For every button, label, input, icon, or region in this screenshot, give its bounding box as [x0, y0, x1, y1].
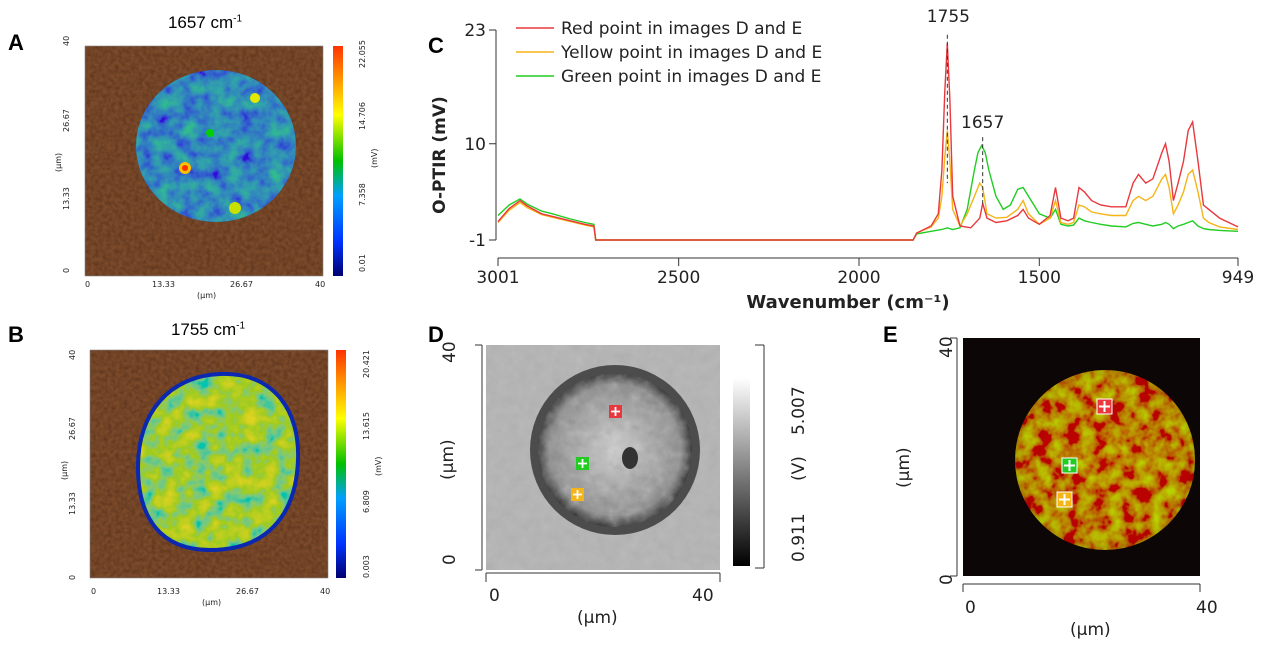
- panel-b-ytick: 40: [68, 349, 77, 360]
- panel-d-ytick: 40: [440, 341, 460, 363]
- green-point-marker: [1061, 457, 1078, 474]
- panel-a-xtick: 13.33: [152, 280, 175, 289]
- x-tick-label: 2000: [837, 268, 880, 288]
- x-tick-label: 1500: [1018, 268, 1061, 288]
- panel-d-image: [475, 344, 765, 582]
- panel-e-xunit: (µm): [1070, 620, 1111, 640]
- panel-b-xtick: 0: [91, 587, 97, 596]
- panel-b-cbar-tick: 20.421: [362, 350, 371, 378]
- x-axis-label: Wavenumber (cm⁻¹): [746, 292, 949, 313]
- panel-e-xtick: 0: [965, 598, 976, 618]
- panel-b-cell: [138, 373, 299, 551]
- panel-b-title-main: 1755 cm: [170, 320, 237, 339]
- red-point-marker: [609, 405, 622, 418]
- yellow-point-marker: [571, 488, 584, 501]
- panel-b-map: [89, 349, 346, 579]
- panel-e-ytick: 0: [937, 574, 957, 585]
- panel-e-letter: E: [883, 322, 898, 347]
- panel-b-ytick: 13.33: [68, 492, 77, 515]
- panel-d-ytick: 0: [440, 554, 460, 565]
- panel-a-xtick: 40: [315, 280, 326, 289]
- panel-d-cbar-max: 5.007: [789, 386, 809, 435]
- panel-d-cbar-min: 0.911: [789, 513, 809, 562]
- panel-e-xtick: 40: [1196, 598, 1218, 618]
- annotation-label: 1755: [927, 7, 970, 27]
- panel-a-yunit: (µm): [54, 152, 63, 172]
- yellow-point-marker: [1056, 491, 1073, 508]
- y-tick-label: -1: [469, 231, 486, 251]
- panel-e-yunit: (µm): [894, 447, 914, 488]
- panel-b-ytick: 26.67: [68, 417, 77, 440]
- panel-b-cbar-unit: (mV): [374, 456, 383, 476]
- legend-label: Yellow point in images D and E: [560, 43, 822, 63]
- panel-e-image: [950, 337, 1201, 592]
- panel-b-cbar-tick: 0.003: [362, 555, 371, 578]
- panel-a-cbar-tick: 22.055: [358, 40, 367, 68]
- panel-b-cbar-tick: 6.809: [362, 490, 371, 513]
- panel-d-xunit: (µm): [577, 608, 618, 628]
- panel-e-ytick: 40: [937, 336, 957, 358]
- panel-b-title: 1755 cm-1: [108, 320, 308, 340]
- legend-label: Red point in images D and E: [561, 19, 802, 39]
- panel-a-title-main: 1657 cm: [167, 13, 234, 32]
- panel-a-title: 1657 cm-1: [105, 13, 305, 33]
- panel-a-xtick: 26.67: [230, 280, 253, 289]
- x-tick-label: 3001: [476, 268, 519, 288]
- spectrum-chart: 1755 1657 23 10 -1 3001 2500 2000 1500 949 Wavenu…: [430, 7, 1254, 313]
- panel-d-colorbar: [733, 378, 750, 566]
- panel-b-cbar-tick: 13.615: [362, 412, 371, 440]
- annotation-label: 1657: [961, 113, 1004, 133]
- panel-d-letter: D: [428, 322, 444, 347]
- x-tick-label: 2500: [657, 268, 700, 288]
- panel-b-xtick: 26.67: [236, 587, 259, 596]
- series-line-2: [497, 143, 1239, 241]
- panel-a-cbar-unit: (mV): [370, 148, 379, 168]
- panel-c-letter: C: [428, 33, 444, 58]
- panel-a-map: [84, 45, 343, 277]
- series-line-1: [497, 130, 1239, 241]
- panel-a-ytick: 13.33: [62, 187, 71, 210]
- panel-b-yunit: (µm): [60, 460, 69, 480]
- panel-d-xtick: 40: [692, 586, 714, 606]
- panel-a-ytick: 26.67: [62, 109, 71, 132]
- panel-a-letter: A: [8, 30, 24, 55]
- panel-a-colorbar: [333, 46, 343, 276]
- green-point-marker: [576, 457, 589, 470]
- panel-b-xtick: 40: [320, 587, 331, 596]
- panel-d-xtick: 0: [489, 586, 500, 606]
- panel-b-xunit: (µm): [202, 598, 222, 607]
- panel-a-cell: [136, 70, 296, 222]
- y-tick-label: 10: [464, 135, 486, 155]
- panel-d-yunit: (µm): [438, 439, 458, 480]
- panel-b-title-sup: -1: [236, 320, 246, 332]
- panel-a-xtick: 0: [85, 280, 91, 289]
- panel-b-letter: B: [8, 322, 24, 347]
- panel-a-cbar-tick: 7.358: [358, 183, 367, 206]
- y-axis-label: O-PTIR (mV): [430, 96, 450, 214]
- panel-d-cbar-unit: (V): [789, 456, 809, 481]
- panel-a-xunit: (µm): [197, 291, 217, 300]
- panel-b-xtick: 13.33: [157, 587, 180, 596]
- panel-a-ytick: 0: [62, 267, 71, 273]
- panel-a-ytick: 40: [62, 35, 71, 46]
- legend-label: Green point in images D and E: [561, 67, 821, 87]
- panel-a-cbar-tick: 14.706: [358, 102, 367, 130]
- panel-b-colorbar: [336, 350, 346, 578]
- panel-a-cbar-tick: 0.01: [358, 254, 367, 272]
- x-tick-label: 949: [1222, 268, 1254, 288]
- series-line-0: [497, 43, 1239, 241]
- panel-b-ytick: 0: [68, 574, 77, 580]
- y-tick-label: 23: [464, 21, 486, 41]
- red-point-marker: [1096, 398, 1113, 415]
- panel-a-title-sup: -1: [233, 13, 243, 25]
